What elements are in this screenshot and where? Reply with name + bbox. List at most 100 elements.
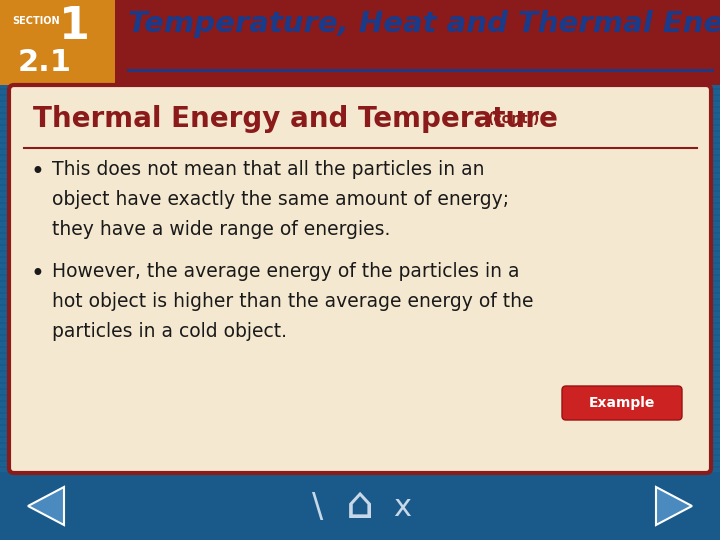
Text: This does not mean that all the particles in an: This does not mean that all the particle… (52, 160, 485, 179)
Bar (0, 348, 720, 351)
Bar (0, 264, 720, 267)
Bar (0, 234, 720, 237)
Bar (0, 102, 720, 105)
Bar (0, 306, 720, 309)
Bar (0, 156, 720, 159)
Bar (0, 294, 720, 297)
Bar (0, 318, 720, 321)
Bar (0, 216, 720, 219)
Bar (0, 486, 720, 489)
Bar (0, 384, 720, 387)
Bar (0, 78, 720, 81)
Bar (0, 174, 720, 177)
Bar (0, 330, 720, 333)
Text: ⌂: ⌂ (346, 484, 374, 528)
Bar (0, 90, 720, 93)
Bar (0, 396, 720, 399)
Bar (0, 222, 720, 225)
Bar (0, 246, 720, 249)
Text: hot object is higher than the average energy of the: hot object is higher than the average en… (52, 292, 534, 311)
Bar (0, 138, 720, 141)
Bar (0, 0, 720, 3)
Bar (0, 282, 720, 285)
Bar (0, 162, 720, 165)
Text: Example: Example (589, 396, 655, 410)
Bar (0, 498, 720, 501)
Bar (0, 60, 720, 63)
Bar (0, 240, 720, 243)
Bar (0, 474, 720, 477)
Text: 1: 1 (59, 5, 90, 48)
Text: Thermal Energy and Temperature: Thermal Energy and Temperature (33, 105, 558, 133)
Text: Temperature, Heat and Thermal Energy: Temperature, Heat and Thermal Energy (128, 10, 720, 38)
FancyBboxPatch shape (9, 85, 711, 473)
Bar (0, 258, 720, 261)
Bar (0, 444, 720, 447)
Bar (0, 366, 720, 369)
Bar (0, 6, 720, 9)
Polygon shape (28, 487, 64, 525)
Bar (0, 492, 720, 495)
Bar (0, 414, 720, 417)
Text: 2.1: 2.1 (18, 48, 72, 77)
Bar (0, 12, 720, 15)
Bar (0, 342, 720, 345)
Text: (cont.): (cont.) (488, 112, 541, 126)
Bar (0, 468, 720, 471)
Bar (0, 96, 720, 99)
Polygon shape (656, 487, 692, 525)
Bar (0, 84, 720, 87)
Bar (0, 288, 720, 291)
FancyBboxPatch shape (115, 0, 720, 85)
Text: x: x (393, 494, 411, 523)
Bar (0, 378, 720, 381)
Bar (0, 504, 720, 507)
Bar (0, 72, 720, 75)
Bar (0, 42, 720, 45)
Bar (0, 300, 720, 303)
Bar (0, 534, 720, 537)
Bar (0, 372, 720, 375)
Bar (0, 462, 720, 465)
Bar (0, 312, 720, 315)
FancyBboxPatch shape (0, 472, 720, 540)
Bar (0, 228, 720, 231)
Bar (0, 324, 720, 327)
Bar (0, 438, 720, 441)
Bar (0, 270, 720, 273)
Bar (0, 18, 720, 21)
Bar (0, 420, 720, 423)
Bar (0, 354, 720, 357)
Text: object have exactly the same amount of energy;: object have exactly the same amount of e… (52, 190, 509, 209)
Bar (0, 108, 720, 111)
Bar (0, 390, 720, 393)
Bar (0, 276, 720, 279)
Bar (0, 516, 720, 519)
Bar (0, 150, 720, 153)
Bar (0, 114, 720, 117)
Text: •: • (30, 160, 44, 184)
FancyBboxPatch shape (562, 386, 682, 420)
Text: SECTION: SECTION (12, 16, 60, 26)
Bar (0, 24, 720, 27)
Bar (0, 210, 720, 213)
Bar (0, 36, 720, 39)
Text: \: \ (312, 491, 323, 524)
Bar (0, 360, 720, 363)
Bar (0, 450, 720, 453)
Bar (0, 54, 720, 57)
Bar (0, 48, 720, 51)
Bar (0, 432, 720, 435)
Bar (0, 402, 720, 405)
Bar (0, 126, 720, 129)
Bar (0, 198, 720, 201)
Text: However, the average energy of the particles in a: However, the average energy of the parti… (52, 262, 520, 281)
Bar (0, 192, 720, 195)
Bar (0, 120, 720, 123)
Bar (0, 408, 720, 411)
Bar (0, 180, 720, 183)
Text: they have a wide range of energies.: they have a wide range of energies. (52, 220, 390, 239)
Bar (0, 510, 720, 513)
Bar (0, 186, 720, 189)
Text: particles in a cold object.: particles in a cold object. (52, 322, 287, 341)
